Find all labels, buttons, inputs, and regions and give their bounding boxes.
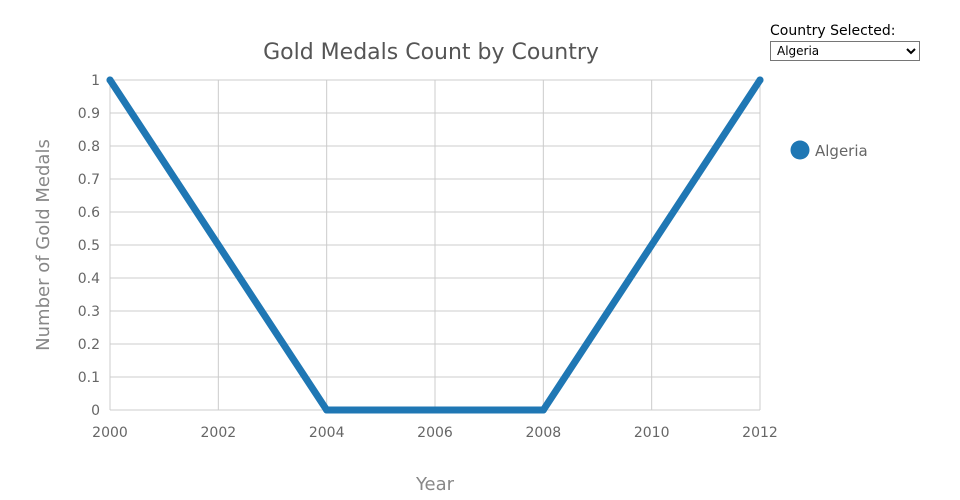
x-tick-label: 2000 (92, 425, 128, 441)
legend: Algeria (790, 140, 868, 160)
country-select[interactable]: Algeria (770, 41, 920, 61)
chart-title: Gold Medals Count by Country (263, 40, 599, 65)
y-tick-label: 0.9 (78, 106, 100, 122)
data-point[interactable] (323, 406, 331, 414)
data-point[interactable] (756, 76, 764, 84)
y-tick-label: 0.6 (78, 205, 100, 221)
x-tick-label: 2006 (417, 425, 453, 441)
y-tick-label: 0.2 (78, 337, 100, 353)
y-tick-label: 0.5 (78, 238, 100, 254)
y-tick-label: 0.8 (78, 139, 100, 155)
x-tick-label: 2010 (634, 425, 670, 441)
axes: 2000 2002 2004 2006 2008 2010 2012 0 0.1 0.2 0.3 0.… (78, 73, 778, 441)
y-tick-label: 0.7 (78, 172, 100, 188)
country-selected-label: Country Selected: (770, 23, 896, 39)
y-tick-label: 0.4 (78, 271, 100, 287)
series-line-algeria[interactable] (106, 76, 764, 414)
series-layer (106, 76, 764, 414)
x-tick-label: 2002 (201, 425, 237, 441)
data-point[interactable] (106, 76, 114, 84)
grid-lines (109, 79, 761, 411)
y-tick-label: 1 (91, 73, 100, 89)
country-control: Country Selected: Algeria (770, 22, 920, 61)
y-tick-label: 0.3 (78, 304, 100, 320)
legend-marker (790, 140, 810, 160)
x-tick-label: 2008 (526, 425, 562, 441)
x-axis-title: Year (415, 474, 455, 495)
x-tick-label: 2004 (309, 425, 345, 441)
legend-label: Algeria (815, 142, 868, 160)
y-axis-title: Number of Gold Medals (33, 139, 54, 351)
y-tick-label: 0 (91, 403, 100, 419)
data-point[interactable] (539, 406, 547, 414)
y-tick-label: 0.1 (78, 370, 100, 386)
x-tick-label: 2012 (742, 425, 778, 441)
